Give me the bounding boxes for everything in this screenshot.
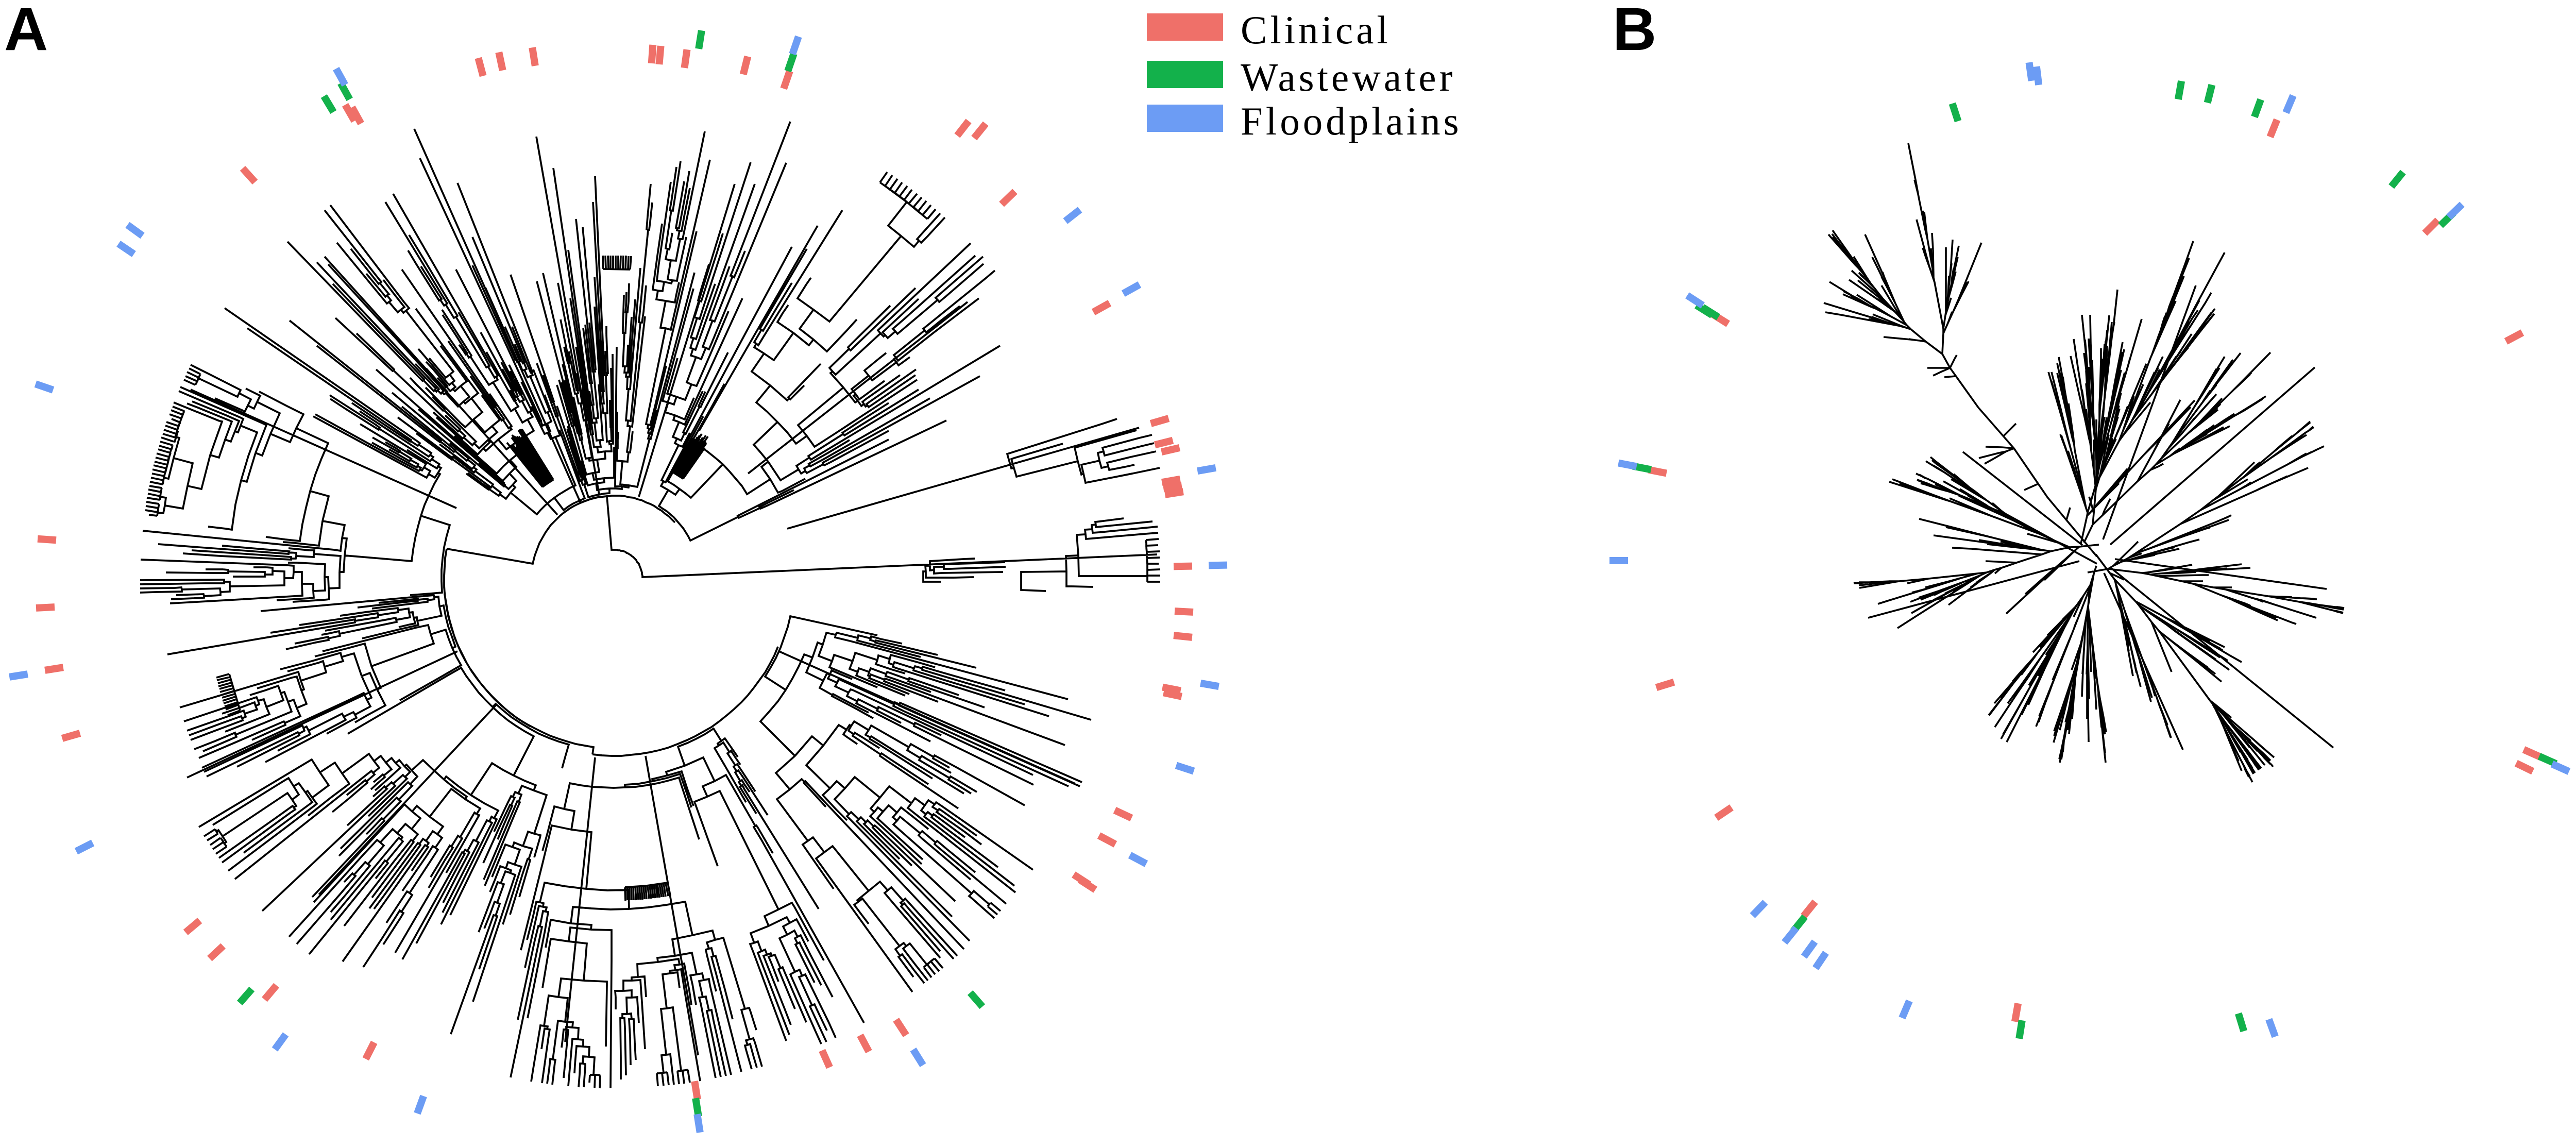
svg-text:B: B: [1613, 0, 1656, 63]
svg-text:Clinical: Clinical: [1241, 8, 1391, 52]
svg-text:Wastewater: Wastewater: [1241, 55, 1455, 99]
svg-text:Floodplains: Floodplains: [1241, 99, 1462, 143]
svg-text:A: A: [4, 0, 48, 63]
